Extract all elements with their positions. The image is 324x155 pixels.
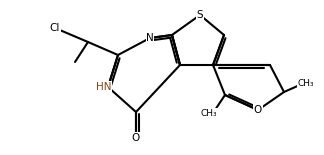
Text: O: O — [132, 133, 140, 143]
Text: O: O — [254, 105, 262, 115]
Text: N: N — [146, 33, 154, 43]
Text: CH₃: CH₃ — [298, 80, 314, 89]
Text: HN: HN — [96, 82, 112, 92]
Text: S: S — [197, 10, 203, 20]
Text: Cl: Cl — [50, 23, 60, 33]
Text: CH₃: CH₃ — [201, 108, 217, 117]
